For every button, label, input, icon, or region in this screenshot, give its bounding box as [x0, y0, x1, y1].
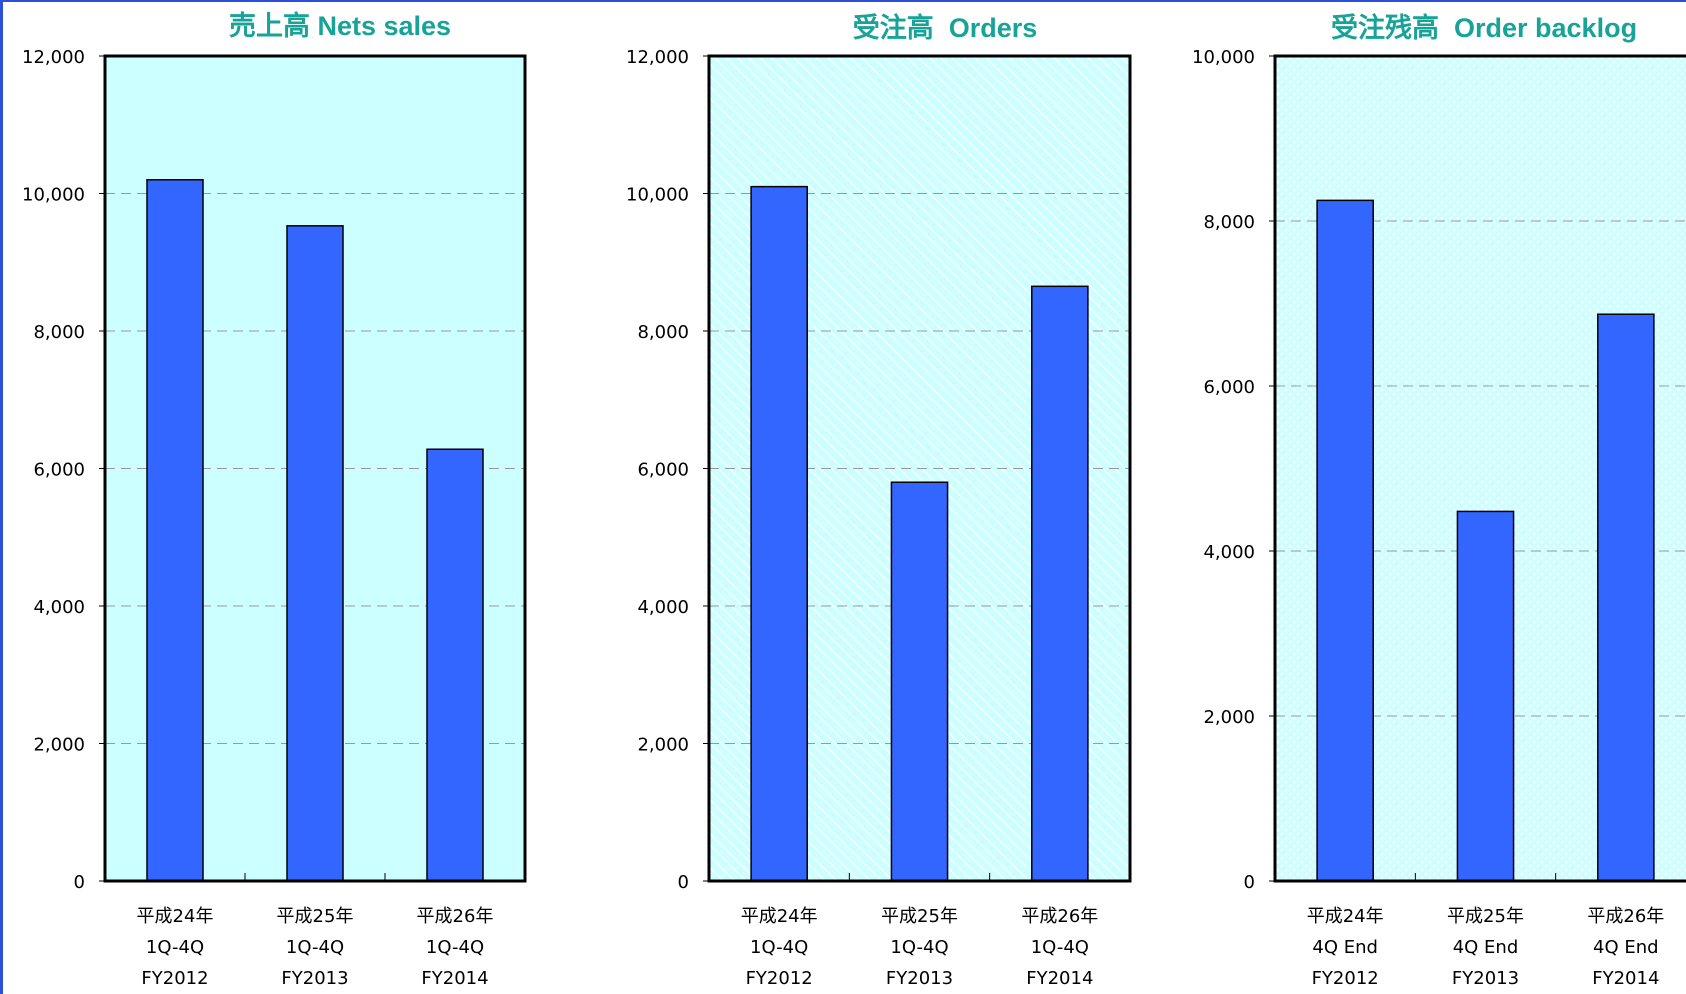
bar	[286, 225, 344, 882]
chart-title: 売上高 Nets sales	[229, 10, 451, 41]
x-tick-label: 1Q-4Q	[750, 937, 808, 958]
y-tick-label: 4,000	[637, 597, 689, 618]
y-tick-label: 12,000	[22, 47, 85, 68]
x-tick-label: 1Q-4Q	[890, 937, 948, 958]
y-tick-label: 2,000	[637, 735, 689, 756]
x-tick-label: 平成24年	[1307, 906, 1384, 927]
x-tick-label: 1Q-4Q	[1031, 937, 1089, 958]
bar	[426, 448, 484, 882]
x-tick-label: 平成24年	[741, 906, 818, 927]
plot-area: 0 2,000 4,000 6,000 8,000 10,000 平成24年 4Q End FY…	[1192, 47, 1686, 989]
bar	[146, 179, 204, 882]
x-tick-label: 4Q End	[1312, 937, 1378, 958]
bar	[750, 185, 808, 882]
x-tick-label: 平成26年	[417, 906, 494, 927]
plot-frame	[1273, 54, 1686, 883]
x-tick-label: 平成24年	[137, 906, 214, 927]
y-tick-label: 6,000	[33, 460, 85, 481]
plot-frame	[707, 54, 1132, 883]
y-tick-label: 4,000	[1203, 542, 1255, 563]
chart-title: 受注残高 Order backlog	[1331, 12, 1637, 43]
chart-title: 受注高 Orders	[853, 12, 1038, 43]
x-tick-label: FY2012	[141, 968, 208, 989]
x-tick-label: 4Q End	[1453, 937, 1519, 958]
x-tick-label: 平成25年	[881, 906, 958, 927]
x-tick-label: 1Q-4Q	[146, 937, 204, 958]
y-tick-label: 4,000	[33, 597, 85, 618]
chart-orders: 受注高 Orders 0 2,000 4,000 6,000 8,000 10,000 12…	[626, 12, 1132, 989]
y-tick-label: 6,000	[1203, 377, 1255, 398]
y-tick-label: 10,000	[626, 185, 689, 206]
y-tick-label: 10,000	[1192, 47, 1255, 68]
y-tick-label: 8,000	[33, 322, 85, 343]
y-tick-label: 8,000	[1203, 212, 1255, 233]
x-tick-label: 平成25年	[1447, 906, 1524, 927]
plot-frame	[103, 54, 527, 883]
chart-net-sales: 売上高 Nets sales 0 2,000 4,000 6,000 8,000 10,0…	[22, 10, 527, 989]
y-tick-label: 12,000	[626, 47, 689, 68]
x-tick-label: FY2013	[281, 968, 348, 989]
plot-area: 0 2,000 4,000 6,000 8,000 10,000 12,000 平成24年 1Q…	[626, 47, 1132, 989]
x-tick-label: 4Q End	[1593, 937, 1659, 958]
y-tick-label: 0	[1244, 872, 1255, 893]
y-tick-label: 8,000	[637, 322, 689, 343]
chart-order-backlog: 受注残高 Order backlog 0 2,000 4,000 6,000 8,000…	[1192, 12, 1686, 989]
x-tick-label: FY2014	[421, 968, 488, 989]
x-tick-label: 1Q-4Q	[426, 937, 484, 958]
y-tick-label: 2,000	[1203, 707, 1255, 728]
x-tick-label: FY2012	[746, 968, 813, 989]
bar	[890, 481, 949, 882]
y-tick-label: 0	[74, 872, 85, 893]
x-tick-label: 平成26年	[1021, 906, 1098, 927]
x-tick-label: FY2013	[1452, 968, 1519, 989]
y-tick-label: 0	[678, 872, 689, 893]
bar	[1316, 199, 1374, 882]
bar	[1597, 313, 1655, 882]
x-tick-label: FY2014	[1026, 968, 1093, 989]
y-tick-label: 6,000	[637, 460, 689, 481]
bar	[1456, 510, 1515, 882]
x-tick-label: 平成26年	[1587, 906, 1664, 927]
x-tick-label: 平成25年	[277, 906, 354, 927]
plot-area: 0 2,000 4,000 6,000 8,000 10,000 12,000 平成24年 1Q…	[22, 47, 527, 989]
x-tick-label: FY2014	[1592, 968, 1659, 989]
x-tick-label: FY2012	[1312, 968, 1379, 989]
bar	[1031, 285, 1089, 882]
x-tick-label: FY2013	[886, 968, 953, 989]
y-tick-label: 2,000	[33, 735, 85, 756]
y-tick-label: 10,000	[22, 185, 85, 206]
x-tick-label: 1Q-4Q	[286, 937, 344, 958]
